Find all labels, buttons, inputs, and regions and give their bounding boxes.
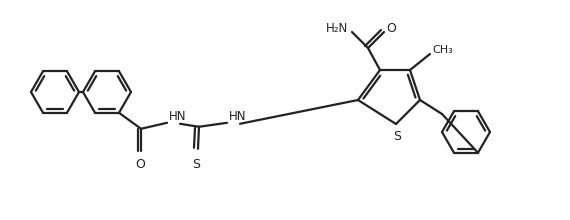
Text: S: S [192, 158, 200, 171]
Text: O: O [386, 22, 396, 35]
Text: O: O [135, 158, 145, 171]
Text: HN: HN [169, 110, 186, 123]
Text: S: S [393, 130, 401, 143]
Text: H₂N: H₂N [325, 22, 348, 35]
Text: HN: HN [229, 110, 246, 123]
Text: CH₃: CH₃ [432, 45, 453, 55]
